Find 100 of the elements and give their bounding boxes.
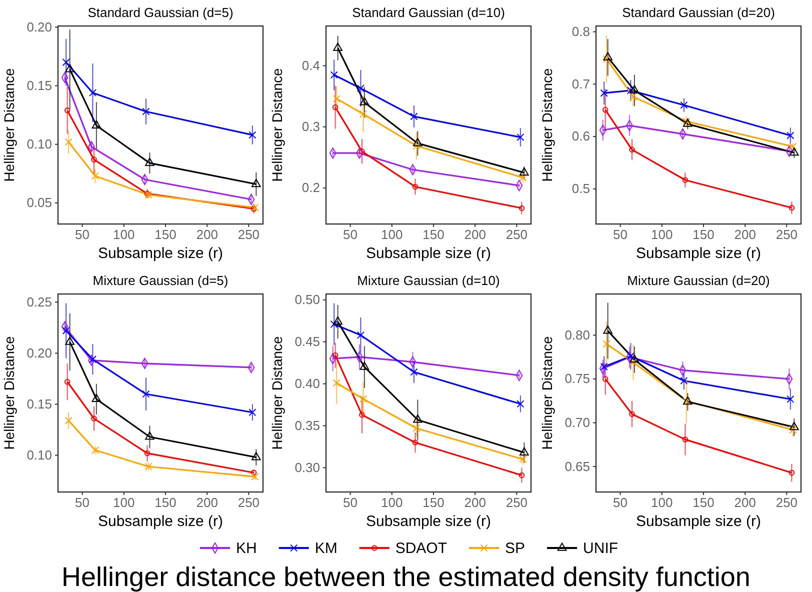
point	[65, 336, 74, 345]
y-axis-title: Hellinger Distance	[539, 336, 555, 450]
point	[359, 110, 367, 118]
point	[412, 184, 418, 190]
point	[626, 86, 634, 94]
legend-label: KM	[314, 540, 338, 557]
point	[520, 167, 529, 176]
y-tick-label: 0.30	[294, 460, 320, 475]
chart-title: Standard Gaussian (d=10)	[352, 5, 505, 20]
point	[64, 416, 72, 424]
point	[330, 71, 338, 79]
x-axis-title: Subsample size (r)	[636, 513, 762, 530]
y-tick-label: 0.50	[294, 292, 320, 308]
y-axis-title: Hellinger Distance	[539, 68, 555, 182]
x-tick-label: 250	[776, 495, 798, 510]
y-tick-label: 0.4	[302, 58, 320, 73]
point	[248, 131, 256, 139]
point	[629, 411, 635, 417]
point	[519, 174, 527, 182]
y-tick-label: 0.3	[302, 118, 320, 134]
y-tick-label: 0.75	[564, 371, 590, 386]
x-tick-label: 50	[613, 227, 628, 242]
point	[62, 58, 70, 66]
x-tick-label: 250	[238, 227, 260, 242]
x-tick-label: 100	[113, 495, 135, 510]
y-axis-title: Hellinger Distance	[1, 336, 17, 450]
point	[360, 362, 370, 370]
legend-label: SDAOT	[395, 540, 448, 557]
point	[413, 414, 422, 423]
point	[144, 450, 150, 456]
point	[602, 340, 610, 348]
y-tick-label: 0.20	[26, 345, 52, 360]
x-tick-label: 100	[651, 227, 673, 242]
legend-label: SP	[505, 540, 526, 557]
point	[790, 422, 799, 430]
x-tick-label: 150	[154, 495, 176, 510]
x-tick-label: 250	[238, 495, 260, 510]
point	[516, 133, 524, 142]
point	[91, 416, 97, 422]
point	[88, 356, 96, 364]
y-tick-label: 0.65	[564, 458, 590, 474]
legend-label: KH	[236, 540, 257, 557]
x-tick-label: 100	[113, 227, 135, 242]
chart-title: Mixture Gaussian (d=20)	[627, 273, 770, 288]
text: Hellinger distance between the estimated density function	[62, 562, 750, 592]
point	[630, 85, 640, 94]
x-tick-label: 200	[464, 227, 486, 242]
x-tick-label: 50	[75, 227, 90, 242]
point	[251, 472, 259, 480]
y-tick-label: 0.8	[572, 24, 590, 39]
point	[680, 376, 688, 385]
point	[630, 354, 640, 363]
point	[88, 88, 96, 97]
point	[680, 101, 688, 109]
x-tick-label: 200	[196, 495, 218, 510]
chart-title: Mixture Gaussian (d=5)	[92, 273, 228, 288]
point	[359, 395, 367, 403]
point	[92, 120, 102, 128]
y-tick-label: 0.2	[302, 180, 320, 196]
point	[64, 138, 72, 146]
point	[789, 426, 797, 434]
point	[410, 112, 418, 120]
chart-title: Standard Gaussian (d=20)	[622, 5, 775, 20]
x-tick-label: 150	[422, 495, 444, 510]
x-tick-label: 250	[506, 227, 528, 242]
point	[359, 412, 365, 418]
x-tick-label: 200	[734, 227, 756, 242]
x-tick-label: 50	[75, 495, 90, 510]
point	[410, 368, 418, 376]
point	[91, 172, 99, 180]
y-tick-label: 0.5	[572, 181, 590, 196]
point	[413, 138, 422, 146]
point	[65, 64, 74, 72]
point	[682, 436, 688, 442]
point	[252, 452, 261, 460]
y-tick-label: 0.80	[564, 327, 590, 342]
point	[682, 177, 688, 183]
point	[603, 325, 612, 334]
y-tick-label: 0.35	[294, 418, 320, 433]
y-axis-title: Hellinger Distance	[269, 68, 285, 182]
point	[682, 118, 690, 126]
point	[789, 142, 797, 150]
point	[790, 147, 799, 156]
point	[142, 390, 150, 398]
point	[516, 400, 524, 408]
point	[629, 92, 637, 101]
point	[333, 42, 342, 51]
x-axis-title: Subsample size (r)	[366, 513, 492, 530]
point	[145, 158, 154, 166]
x-tick-label: 150	[154, 227, 176, 242]
point	[142, 108, 150, 116]
point	[412, 142, 420, 150]
x-tick-label: 150	[692, 495, 714, 510]
y-axis-title: Hellinger Distance	[269, 336, 285, 450]
point	[91, 156, 97, 162]
point	[144, 462, 152, 470]
x-tick-label: 100	[381, 227, 403, 242]
point	[248, 408, 256, 416]
x-tick-label: 200	[734, 495, 756, 510]
point	[252, 178, 261, 188]
